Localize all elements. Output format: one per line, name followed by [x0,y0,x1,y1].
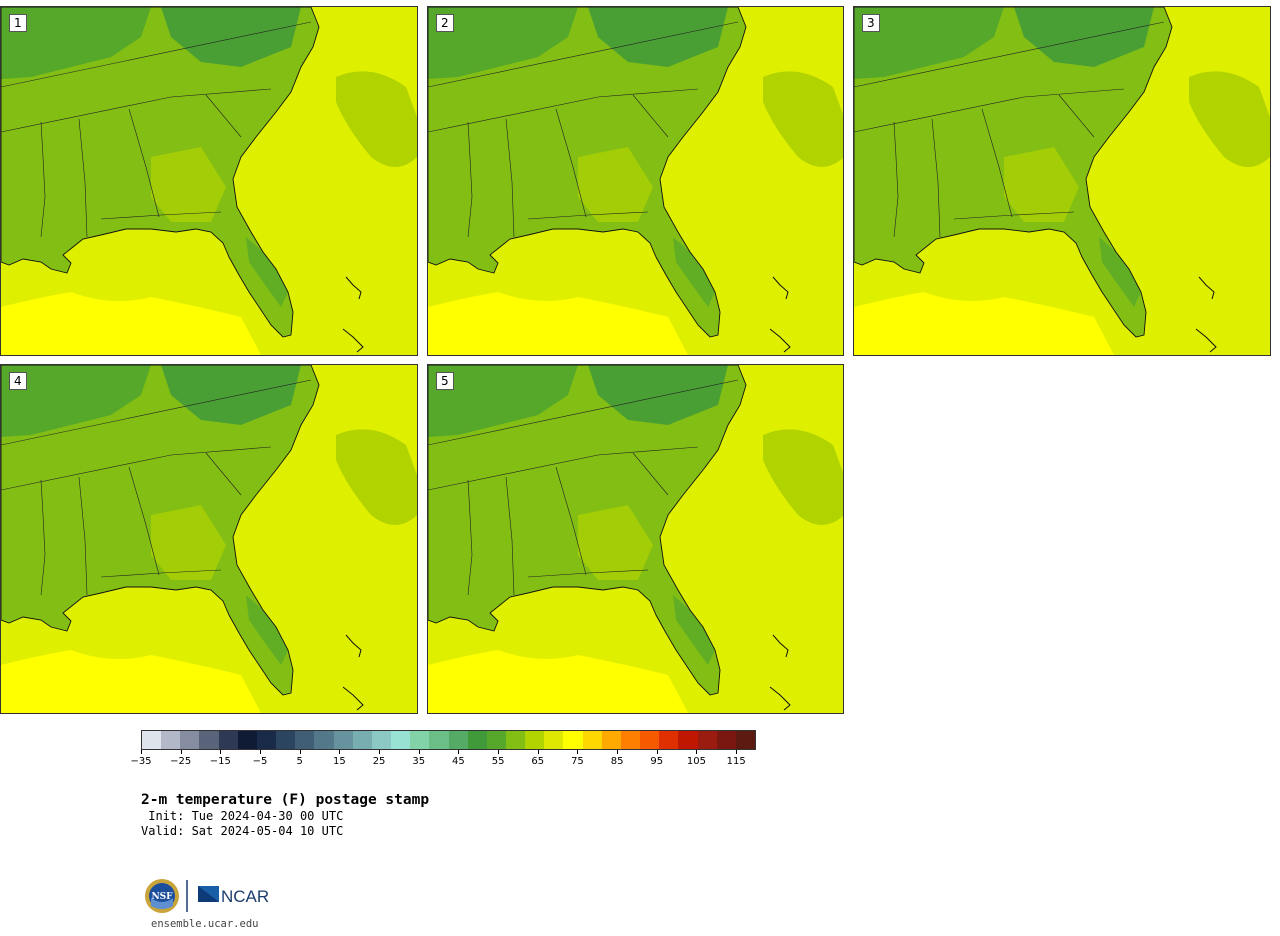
colorbar-swatch [716,731,736,749]
colorbar-tick-label: 75 [571,756,584,767]
colorbar [141,730,756,750]
colorbar-swatch [352,731,372,749]
colorbar-tick-label: −25 [170,756,192,767]
colorbar-swatch [161,731,181,749]
colorbar-tick [617,750,619,754]
colorbar-tick-label: 115 [726,756,746,767]
colorbar-tick-label: 95 [650,756,664,767]
colorbar-tick [577,750,579,754]
colorbar-swatch [333,731,353,749]
colorbar-swatch [486,731,506,749]
colorbar-swatch [256,731,277,749]
colorbar-tick-label: −35 [130,756,152,767]
colorbar-tick [379,750,381,754]
svg-text:NCAR: NCAR [221,887,269,906]
colorbar-tick-label: −5 [252,756,268,767]
colorbar-swatch [295,731,315,749]
temperature-map [854,7,1270,355]
colorbar-tick-label: 65 [531,756,545,767]
member-panel-3: 3 [853,6,1271,356]
colorbar-swatch [620,731,641,749]
colorbar-tick-label: 25 [372,756,386,767]
nsf-logo-icon: NSF [145,879,179,913]
colorbar-tick [537,750,539,754]
colorbar-tick-label: 105 [686,756,707,767]
colorbar-swatch [276,731,296,749]
init-time: Init: Tue 2024-04-30 00 UTC [141,809,344,823]
colorbar-tick [339,750,341,754]
temperature-map [428,365,843,713]
colorbar-swatch [601,731,621,749]
member-label: 1 [9,14,27,32]
colorbar-swatch [142,731,162,749]
colorbar-tick-label: 85 [610,756,624,767]
site-url: ensemble.ucar.edu [151,918,259,930]
colorbar-tick [220,750,222,754]
colorbar-ticks: −35 −25 −15 −5 5 15 25 35 45 55 65 75 85 95 105 115 [130,750,756,770]
member-panel-1: 1 [0,6,418,356]
valid-time: Valid: Sat 2024-05-04 10 UTC [141,824,344,838]
colorbar-swatch [429,731,449,749]
colorbar-swatch [467,731,487,749]
colorbar-swatch [199,731,219,749]
member-label: 3 [862,14,880,32]
colorbar-swatch [505,731,526,749]
colorbar-swatch [544,731,564,749]
nsf-ncar-logo: NSF NCAR [143,876,283,918]
colorbar-swatch [678,731,698,749]
colorbar-tick-label: 35 [412,756,426,767]
member-panel-2: 2 [427,6,844,356]
colorbar-tick [656,750,658,754]
colorbar-swatch [237,731,257,749]
colorbar-swatch [582,731,602,749]
member-panel-4: 4 [0,364,418,714]
colorbar-swatch [563,731,583,749]
colorbar-swatch [525,731,545,749]
colorbar-tick [180,750,182,754]
colorbar-tick-label: 45 [452,756,465,767]
colorbar-tick [418,750,420,754]
colorbar-tick-label: 15 [333,756,346,767]
colorbar-swatch [391,731,411,749]
member-label: 5 [436,372,454,390]
colorbar-swatch [735,731,755,749]
colorbar-tick-label: 5 [296,756,303,767]
colorbar-swatch [371,731,392,749]
colorbar-tick [299,750,301,754]
colorbar-swatch [640,731,660,749]
colorbar-tick-label: −15 [209,756,231,767]
colorbar-swatch [448,731,468,749]
colorbar-swatch [410,731,430,749]
plot-title: 2-m temperature (F) postage stamp [141,792,430,808]
colorbar-tick [260,750,262,754]
member-label: 4 [9,372,27,390]
colorbar-swatch [659,731,679,749]
colorbar-swatch [180,731,200,749]
svg-text:NSF: NSF [151,892,173,902]
colorbar-tick [141,750,142,754]
ncar-logo-icon: NCAR [198,886,269,906]
member-label: 2 [436,14,454,32]
colorbar-swatch [218,731,238,749]
colorbar-tick [736,750,738,754]
temperature-map [428,7,843,355]
colorbar-tick [458,750,460,754]
colorbar-tick [498,750,500,754]
colorbar-tick-label: 55 [491,756,505,767]
member-panel-5: 5 [427,364,844,714]
colorbar-swatch [314,731,334,749]
temperature-map [1,7,417,355]
colorbar-tick [696,750,698,754]
colorbar-swatch [697,731,717,749]
temperature-map [1,365,417,713]
